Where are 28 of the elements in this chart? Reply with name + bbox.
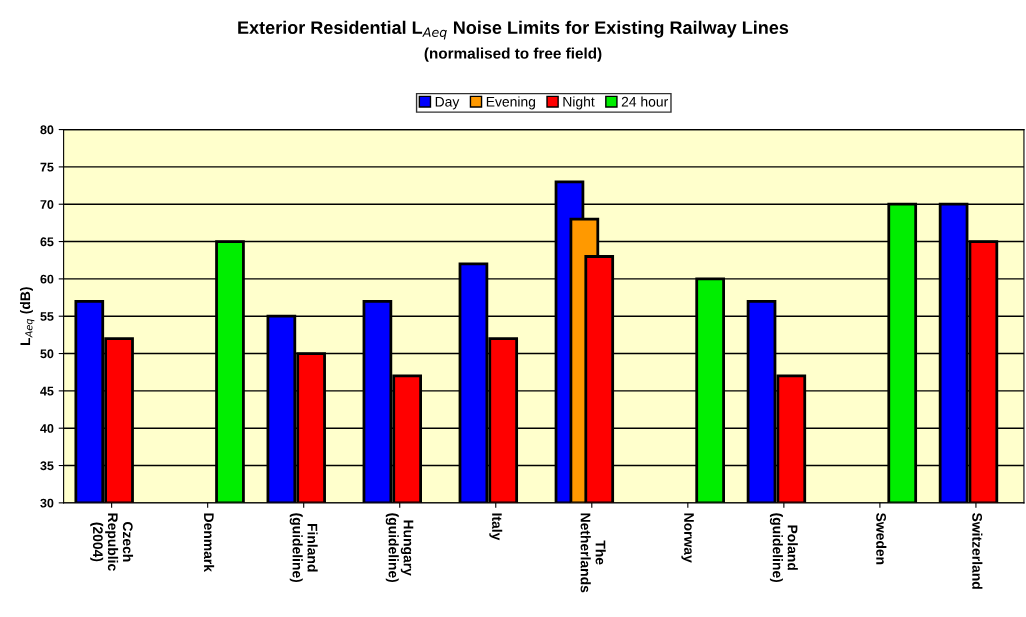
x-tick-label: Denmark: [203, 513, 215, 573]
legend-label: 24 hour: [621, 96, 668, 107]
y-tick-label: 70: [40, 200, 54, 209]
x-tick-label: Hungary (guideline): [385, 513, 414, 583]
chart-subtitle: (normalised to free field): [424, 47, 602, 62]
legend-label: Evening: [486, 96, 536, 110]
chart-title: Exterior Residential L$_{Aeq}$ Noise Limits for Existing Railway Lines: [238, 20, 789, 40]
legend-label: Day: [435, 96, 460, 110]
x-tick-label: Italy: [489, 513, 503, 541]
x-tick-label: Finland (guideline): [289, 513, 318, 583]
y-tick-label: 55: [40, 312, 54, 321]
y-tick-label: 30: [40, 498, 54, 508]
y-tick-label: 80: [40, 125, 54, 135]
y-tick-label: 35: [40, 461, 54, 471]
y-tick-label: 60: [40, 274, 54, 284]
x-tick-label: The Netherlands: [580, 513, 606, 593]
x-tick-label: Sweden: [876, 512, 887, 565]
y-tick-label: 75: [40, 162, 54, 172]
x-tick-label: Norway: [681, 513, 694, 563]
y-tick-label: 40: [40, 424, 54, 433]
x-tick-label: Poland (guideline): [769, 513, 798, 583]
y-tick-label: 45: [40, 386, 54, 396]
x-tick-label: Switzerland: [972, 512, 983, 589]
y-tick-label: 65: [40, 237, 54, 247]
x-tick-label: Czech Republic (2004): [90, 513, 134, 571]
y-axis-title: L$_{Aeq}$ (dB): [19, 287, 35, 346]
legend-label: Night: [563, 96, 595, 110]
y-tick-label: 50: [40, 349, 54, 359]
